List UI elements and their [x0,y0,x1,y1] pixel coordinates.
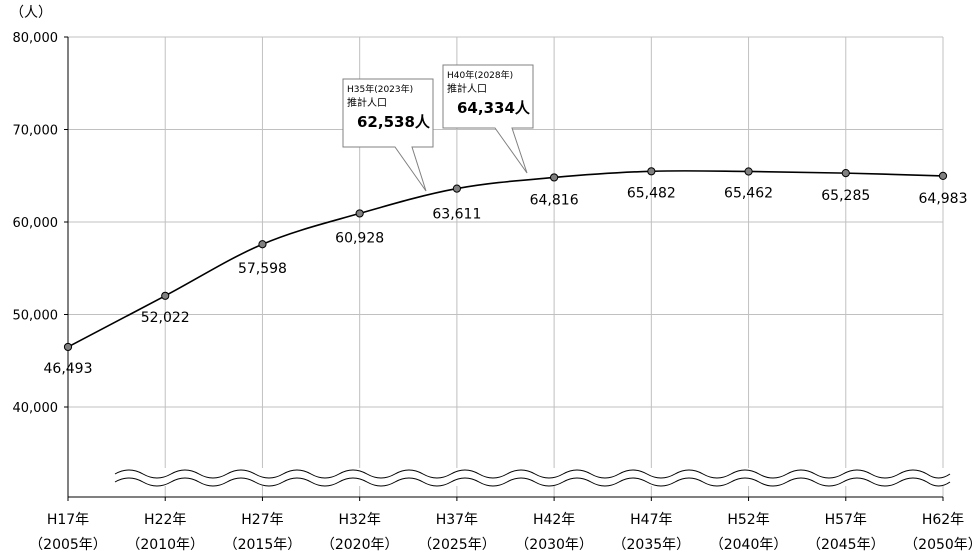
data-point [161,291,170,300]
x-tick-sublabel: （2050年） [904,537,979,553]
data-point [258,240,267,249]
x-tick-label: H32年 [338,512,380,528]
callout-box [442,64,534,174]
y-tick-label: 60,000 [13,216,59,231]
annotations: H35年(2023年)推計人口62,538人H40年(2028年)推計人口64,… [342,64,534,192]
annotation-callout: H35年(2023年)推計人口 62,538人 [342,78,434,192]
x-tick-sublabel: （2015年） [224,537,302,553]
callout-caption: 推計人口 [447,82,487,95]
data-labels: 46,493 52,022 57,598 60,928 63,611 64,816 65,4… [44,185,968,377]
x-tick-sublabel: （2005年） [29,537,107,553]
x-tick-label: H37年 [436,512,478,528]
data-point [550,173,559,182]
series-line-path [67,170,944,348]
data-point [355,209,364,218]
y-tick-label: 50,000 [13,309,59,324]
y-tick-label: 70,000 [13,124,59,139]
x-tick-sublabel: （2020年） [321,537,399,553]
data-point [841,169,850,178]
data-point [63,342,73,352]
data-label: 57,598 [238,261,287,277]
x-tick-label: H17年 [47,512,89,528]
axis-break-wave [114,469,951,479]
y-tick-label: 80,000 [13,31,59,46]
x-tick-label: H42年 [533,512,575,528]
x-tick-sublabel: （2030年） [515,537,593,553]
data-label: 63,611 [432,207,481,223]
y-axis-unit-label: （人） [10,5,52,21]
data-label: 52,022 [141,310,190,326]
callout-value: 62,538人 [357,113,431,131]
x-tick-label: H22年 [144,512,186,528]
callout-value: 64,334人 [457,99,531,117]
callout-box [342,78,434,192]
data-point [744,167,753,176]
data-point [647,167,656,176]
x-tick-sublabel: （2035年） [613,537,691,553]
x-tick-label: H62年 [922,512,964,528]
callout-date: H40年(2028年) [447,69,513,81]
x-tick-sublabel: （2025年） [418,537,496,553]
x-tick-sublabel: （2040年） [710,537,788,553]
x-tick-label: H27年 [241,512,283,528]
tick-labels: 40,000 50,000 60,000 70,000 80,000 H17年 （2005年… [13,31,979,553]
data-label: 60,928 [335,230,384,246]
x-tick-sublabel: （2010年） [126,537,204,553]
callout-caption: 推計人口 [347,96,387,109]
x-tick-label: H52年 [727,512,769,528]
data-point [938,171,948,181]
data-label: 64,816 [530,192,579,208]
data-label: 64,983 [919,191,968,207]
x-tick-sublabel: （2045年） [807,537,885,553]
x-tick-label: H57年 [825,512,867,528]
axis-break-mark [114,468,951,487]
x-tick-label: H47年 [630,512,672,528]
data-label: 65,462 [724,185,773,201]
annotation-callout: H40年(2028年)推計人口 64,334人 [442,64,534,174]
y-tick-label: 40,000 [13,401,59,416]
axis-break-band [115,468,950,486]
data-label: 65,482 [627,185,676,201]
axes [64,36,944,501]
series-line [63,167,948,352]
data-label: 46,493 [44,361,93,377]
axis-break-wave [114,477,951,487]
data-point [452,184,461,193]
data-label: 65,285 [821,188,870,204]
callout-date: H35年(2023年) [347,83,413,95]
